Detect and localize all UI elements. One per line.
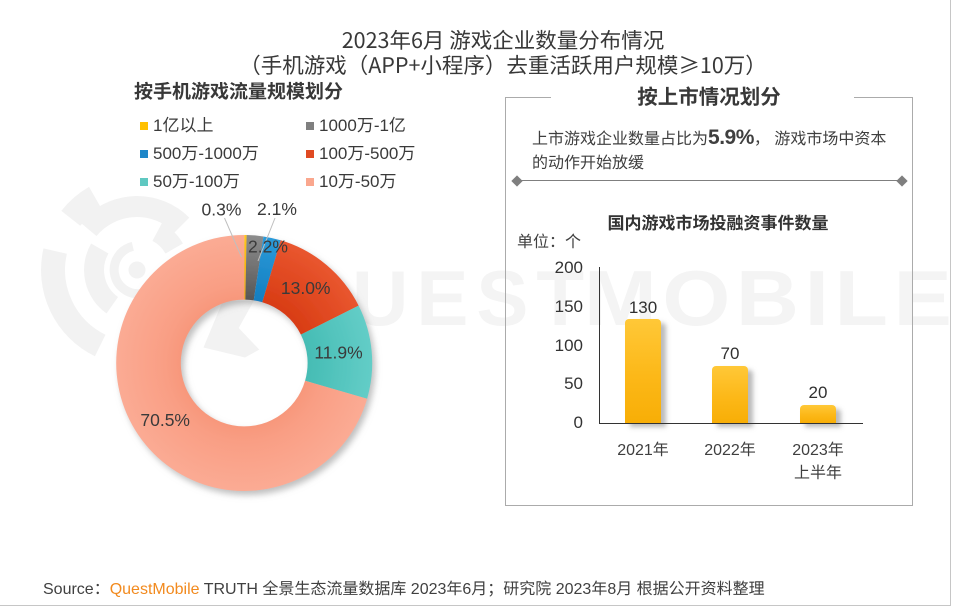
svg-text:0.3%: 0.3% xyxy=(202,200,242,220)
svg-text:70.5%: 70.5% xyxy=(140,410,190,430)
svg-text:13.0%: 13.0% xyxy=(281,278,331,298)
svg-text:2.2%: 2.2% xyxy=(248,237,288,257)
svg-text:11.9%: 11.9% xyxy=(314,343,362,363)
svg-text:2.1%: 2.1% xyxy=(257,199,297,219)
